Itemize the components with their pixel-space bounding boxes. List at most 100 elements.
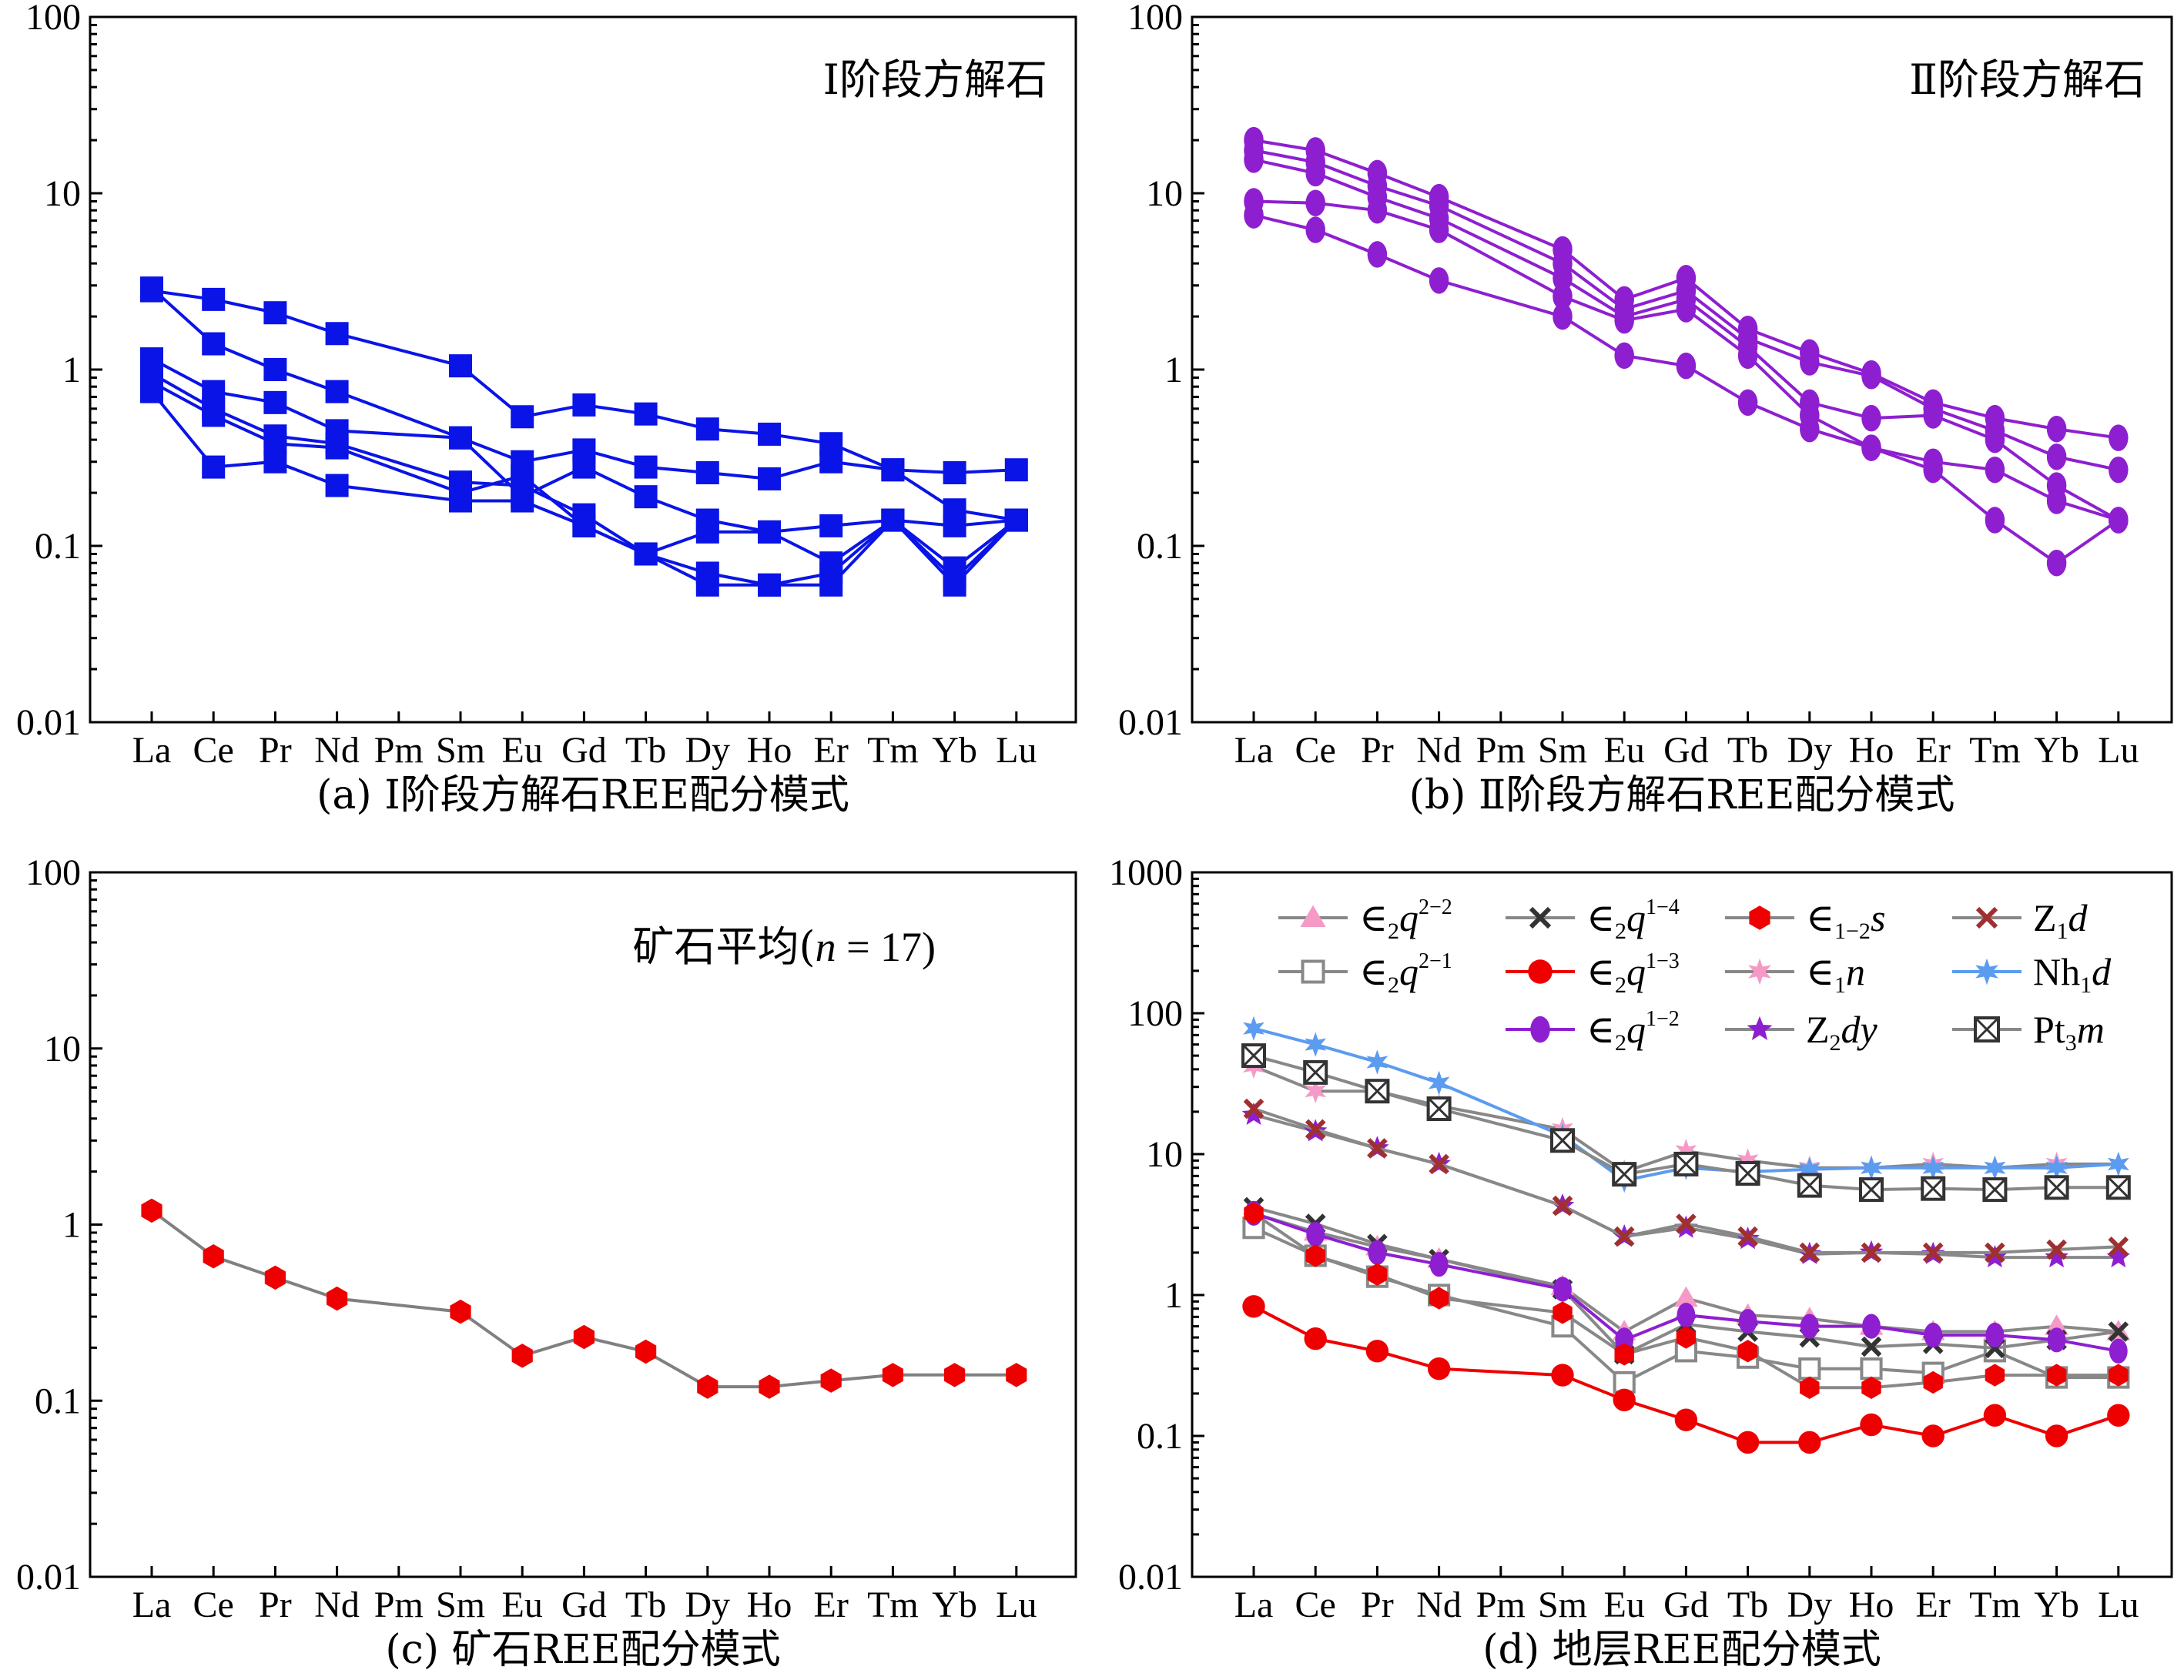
- data-point: [450, 1299, 471, 1324]
- series-5: [1244, 202, 2129, 577]
- data-point: [1676, 296, 1697, 323]
- data-point: [1859, 1177, 1884, 1203]
- x-tick-label-sm: Sm: [1538, 1585, 1587, 1625]
- x-tick-label-pr: Pr: [259, 730, 292, 771]
- x-tick-label-sm: Sm: [1538, 730, 1587, 771]
- data-point: [2109, 1364, 2129, 1387]
- x-tick-label-la: La: [132, 730, 172, 771]
- x-tick-label-ho: Ho: [1849, 730, 1894, 771]
- data-point: [695, 520, 719, 544]
- data-point: [1553, 1277, 1572, 1302]
- y-tick-label: 0.01: [1118, 702, 1183, 743]
- x-tick-label-er: Er: [1916, 1585, 1951, 1625]
- data-point: [1985, 426, 2005, 453]
- data-point: [1985, 1322, 2005, 1348]
- data-point: [1426, 1096, 1452, 1122]
- series-line: [1253, 1211, 2119, 1334]
- y-tick-label: 0.1: [1137, 526, 1183, 567]
- data-point: [1244, 146, 1264, 173]
- data-point: [1798, 1431, 1821, 1454]
- data-point: [634, 455, 658, 479]
- legend-item: ∈2q1−2: [1506, 1007, 1680, 1056]
- data-point: [1241, 1043, 1266, 1069]
- data-point: [1006, 1363, 1027, 1387]
- data-point: [2109, 424, 2129, 451]
- data-point: [1922, 1155, 1944, 1180]
- y-tick-label: 0.01: [1118, 1557, 1183, 1598]
- data-point: [2109, 507, 2129, 534]
- series-line: [1253, 139, 2119, 440]
- series-line: [1253, 158, 2119, 522]
- y-tick-label: 0.1: [35, 526, 81, 567]
- data-point: [1861, 404, 1881, 432]
- x-tick-label-ho: Ho: [747, 1585, 792, 1625]
- data-point: [1305, 1032, 1327, 1057]
- x-tick-label-er: Er: [814, 730, 849, 771]
- x-tick-label-dy: Dy: [1787, 730, 1832, 771]
- panel-caption: (a) Ⅰ阶段方解石REE配分模式: [317, 772, 849, 818]
- data-point: [263, 301, 287, 325]
- data-point: [634, 485, 658, 509]
- legend-item: Z1d: [1952, 896, 2089, 944]
- x-tick-label-yb: Yb: [2034, 1585, 2079, 1625]
- data-point: [1799, 1242, 1821, 1263]
- y-tick-label: 1: [62, 1205, 81, 1246]
- panel-a: 0.01 0.1 1 10 100 La Ce Pr Nd Pm Sm Eu Gd Tb Dy Ho Er Tm Y…: [16, 0, 1077, 818]
- data-point: [758, 520, 781, 544]
- data-point: [1985, 507, 2005, 534]
- data-point: [1551, 1364, 1574, 1387]
- y-tick-label: 100: [1127, 993, 1183, 1034]
- data-point: [2046, 1364, 2067, 1387]
- data-point: [1800, 349, 1820, 376]
- data-point: [1737, 342, 1758, 370]
- x-tick-label-nd: Nd: [314, 1585, 360, 1625]
- data-point: [1985, 1242, 2005, 1263]
- data-point: [1614, 306, 1634, 334]
- data-point: [1677, 1303, 1696, 1328]
- series-11: [1241, 1043, 2131, 1203]
- data-point: [264, 1265, 286, 1290]
- data-point: [572, 514, 596, 537]
- x-tick-label-ce: Ce: [1295, 730, 1336, 771]
- data-point: [449, 489, 472, 513]
- x-tick-label-pm: Pm: [1476, 730, 1526, 771]
- data-point: [1613, 1226, 1635, 1247]
- svg-text:Z1d: Z1d: [2033, 896, 2089, 944]
- series-9: [1243, 1098, 2129, 1263]
- svg-text:∈2q1−4: ∈2q1−4: [1586, 895, 1680, 944]
- x-tick-label-la: La: [132, 1585, 172, 1625]
- legend: ∈2q2−2 ∈2q2−1 ∈2q1−4 ∈2q1−3 ∈2q1−2 ∈1−2s ∈1n Z2…: [1278, 895, 2112, 1056]
- data-point: [635, 1339, 657, 1364]
- data-point: [1367, 196, 1388, 224]
- y-tick-label: 0.01: [16, 702, 81, 743]
- y-tick-label: 10: [44, 1029, 81, 1069]
- data-point: [2046, 415, 2067, 443]
- panel-c: 0.01 0.1 1 10 100 La Ce Pr Nd Pm Sm Eu Gd Tb Dy Ho Er Tm Y…: [16, 852, 1077, 1673]
- x-tick-label-gd: Gd: [1663, 730, 1709, 771]
- data-point: [511, 1344, 533, 1368]
- svg-text:Nh1d: Nh1d: [2033, 950, 2112, 998]
- data-point: [634, 542, 658, 566]
- data-point: [1674, 1286, 1698, 1307]
- x-tick-label-lu: Lu: [996, 730, 1037, 771]
- data-point: [820, 1368, 842, 1393]
- data-point: [1861, 1376, 1881, 1399]
- data-point: [1675, 1139, 1697, 1164]
- panel-b: 0.01 0.1 1 10 100 La Ce Pr Nd Pm Sm Eu Gd Tb Dy Ho Er Tm Y…: [1118, 0, 2173, 818]
- data-point: [2046, 443, 2067, 470]
- data-point: [1737, 1226, 1758, 1247]
- data-point: [2045, 1424, 2068, 1447]
- svg-text:Pt3m: Pt3m: [2033, 1008, 2105, 1056]
- data-point: [2045, 1245, 2068, 1268]
- data-point: [2108, 1237, 2129, 1257]
- panel-caption: (d) 地层REE配分模式: [1482, 1627, 1881, 1673]
- data-point: [695, 417, 719, 441]
- data-point: [1305, 216, 1325, 243]
- x-tick-label-nd: Nd: [1416, 730, 1462, 771]
- data-point: [573, 1324, 595, 1350]
- data-point: [572, 393, 596, 417]
- data-point: [1241, 1102, 1266, 1125]
- x-tick-label-sm: Sm: [436, 1585, 485, 1625]
- data-point: [1244, 202, 1264, 229]
